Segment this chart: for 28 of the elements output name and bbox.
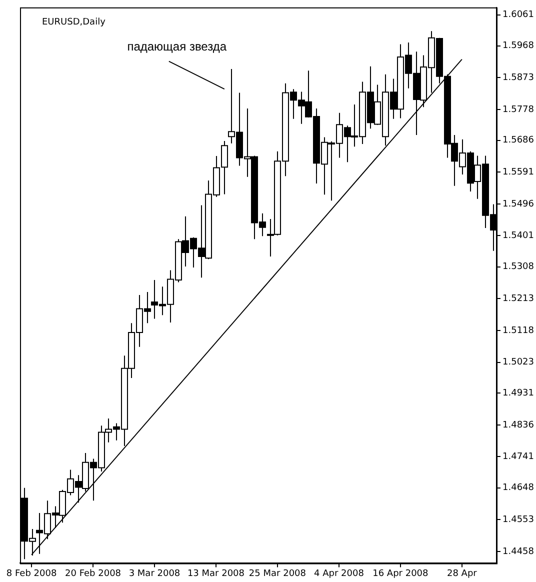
- annotation: падающая звезда: [127, 40, 227, 54]
- x-tick-label: 20 Feb 2008: [65, 568, 122, 579]
- y-tick-label: 1.4931: [502, 388, 534, 398]
- y-tick-label: 1.4553: [502, 515, 534, 526]
- x-tick-label: 13 Mar 2008: [187, 568, 245, 579]
- y-tick-label: 1.5778: [502, 104, 534, 115]
- y-tick-label: 1.4741: [502, 452, 534, 462]
- x-tick-label: 28 Apr: [446, 568, 478, 579]
- y-tick-label: 1.5401: [502, 231, 534, 242]
- y-tick-label: 1.4648: [502, 483, 534, 494]
- x-tick-label: 8 Feb 2008: [6, 568, 57, 579]
- text: EURUSD,Daily: [42, 18, 106, 28]
- y-tick-label: 1.5686: [502, 136, 534, 146]
- y-tick-label: 1.5308: [502, 262, 534, 272]
- y-tick-label: 1.5968: [502, 41, 534, 52]
- x-tick-label: 4 Apr 2008: [314, 568, 364, 579]
- y-tick-label: 1.5591: [502, 167, 534, 178]
- x-tick-label: 16 Apr 2008: [372, 568, 429, 579]
- y-tick-label: 1.5873: [502, 73, 534, 84]
- y-tick-label: 1.5496: [502, 199, 534, 210]
- y-tick-label: 1.5023: [502, 358, 534, 368]
- x-tick-label: 3 Mar 2008: [128, 568, 180, 579]
- y-tick-label: 1.5213: [502, 294, 534, 304]
- y-tick-label: 1.5118: [502, 326, 534, 336]
- x-tick-label: 25 Mar 2008: [248, 568, 306, 579]
- y-tick-label: 1.4836: [502, 420, 534, 430]
- y-tick-label: 1.4458: [502, 546, 534, 557]
- y-tick-label: 1.6061: [502, 10, 534, 20]
